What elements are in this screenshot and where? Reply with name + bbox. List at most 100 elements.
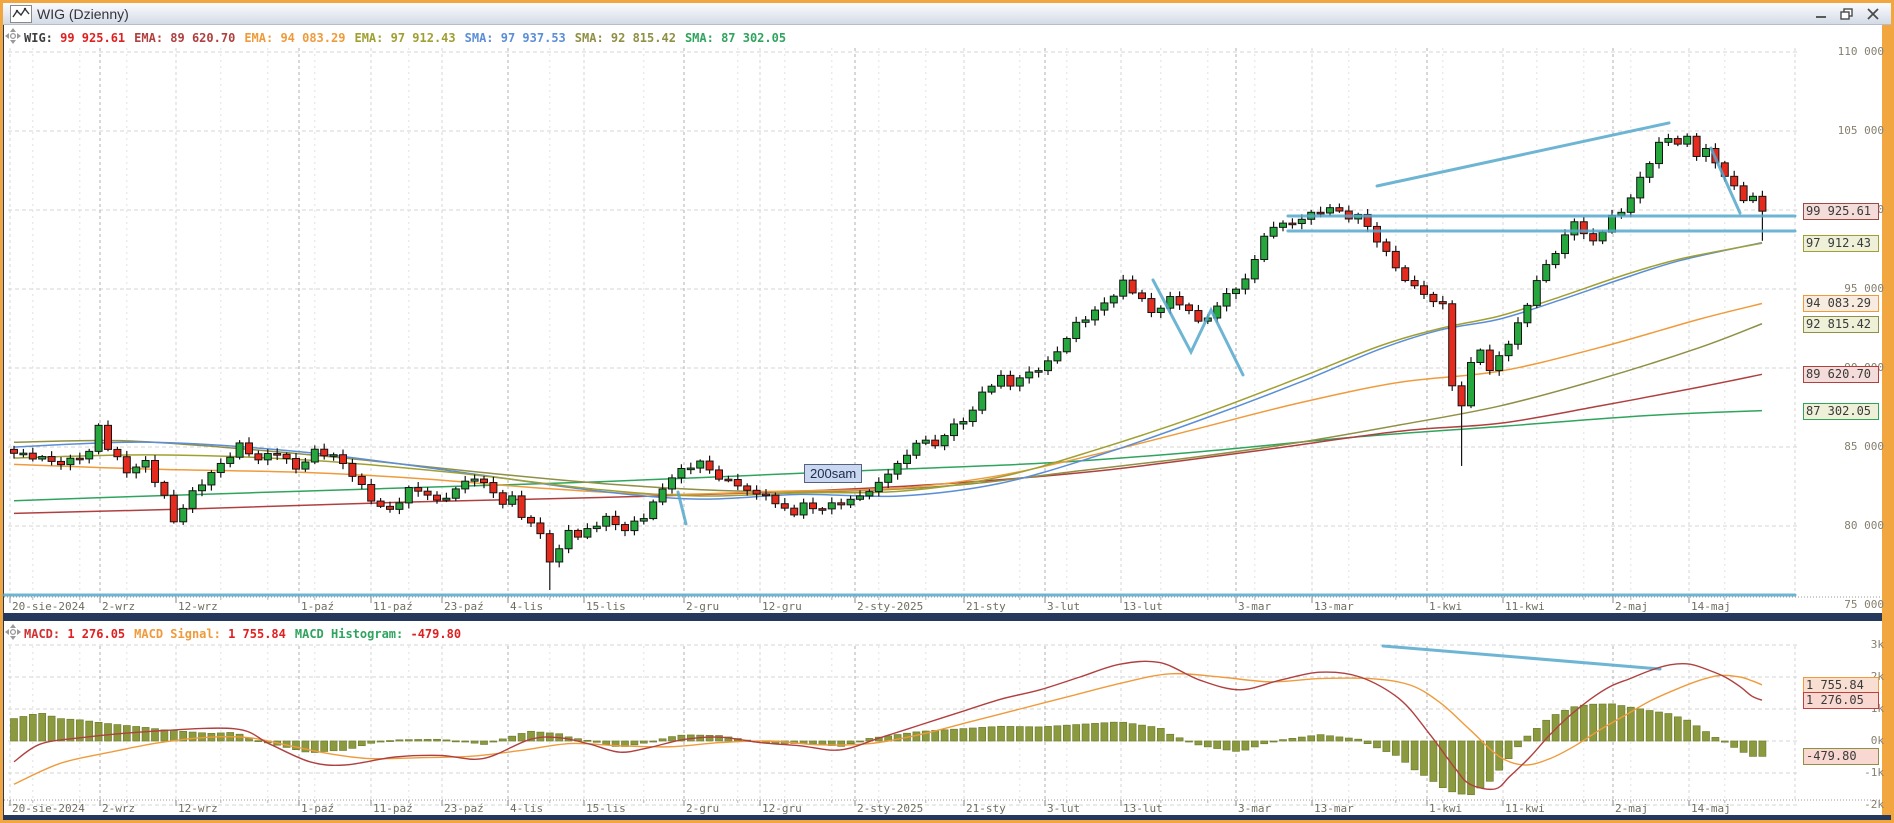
date-axis-label: 21-sty xyxy=(966,802,1006,815)
date-axis-label: 1-paź xyxy=(301,600,335,613)
price-legend-item: WIG: 99 925.61 xyxy=(24,31,126,45)
date-axis-label: 13-mar xyxy=(1314,802,1354,815)
date-axis-label: 23-paź xyxy=(444,802,484,815)
price-legend-item: SMA: 92 815.42 xyxy=(574,31,676,45)
price-legend-item: EMA: 97 912.43 xyxy=(354,31,456,45)
macd-signal-line xyxy=(13,672,1763,785)
macd-legend-item: MACD: 1 276.05 xyxy=(24,627,126,641)
price-value-label: 94 083.29 xyxy=(1803,295,1879,313)
macd-axis-label: -2k xyxy=(1864,798,1884,811)
price-value-label: 99 925.61 xyxy=(1803,203,1879,221)
date-axis-label: 2-gru xyxy=(686,600,720,613)
date-axis-label: 2-maj xyxy=(1615,802,1649,815)
date-axis-label: 2-wrz xyxy=(102,600,136,613)
date-axis-label: 11-paź xyxy=(373,600,413,613)
date-axis-label: 13-lut xyxy=(1123,600,1163,613)
date-axis-label: 12-gru xyxy=(762,600,802,613)
macd-indicator-legend: MACD: 1 276.05 MACD Signal: 1 755.84 MACD … xyxy=(24,627,461,641)
price-pane-handle-icon[interactable] xyxy=(5,28,21,46)
price-gridlines xyxy=(4,48,1880,598)
drawn-trendlines[interactable] xyxy=(2,121,1797,671)
axis-ticks xyxy=(9,597,1726,806)
date-axis-label: 1-kwi xyxy=(1429,802,1463,815)
price-axis-label: 80 000 xyxy=(1844,519,1884,532)
price-value-label: 92 815.42 xyxy=(1803,315,1879,333)
chart-window-icon xyxy=(10,5,32,23)
price-legend-item: EMA: 89 620.70 xyxy=(134,31,236,45)
price-legend-item: EMA: 94 083.29 xyxy=(244,31,346,45)
macd-pane-handle-icon[interactable] xyxy=(5,624,21,642)
macd-axis-label: 0k xyxy=(1870,734,1884,747)
date-axis-label: 15-lis xyxy=(586,600,626,613)
price-value-label: 87 302.05 xyxy=(1803,402,1879,420)
price-axis-label: 85 000 xyxy=(1844,440,1884,453)
date-axis-label: 2-wrz xyxy=(102,802,136,815)
date-axis-label: 12-wrz xyxy=(178,600,218,613)
macd-value-label: 1 276.05 xyxy=(1803,692,1879,710)
date-axis-label: 3-mar xyxy=(1238,600,1272,613)
price-axis-label: 110 000 xyxy=(1837,45,1884,58)
macd-value-label: -479.80 xyxy=(1803,748,1879,766)
price-value-label: 97 912.43 xyxy=(1803,234,1879,252)
date-axis-label: 23-paź xyxy=(444,600,484,613)
price-legend-item: SMA: 87 302.05 xyxy=(684,31,787,45)
short-decline-trendline xyxy=(1709,146,1742,215)
price-axis-label: 105 000 xyxy=(1837,124,1884,137)
window-title: WIG (Dzienny) xyxy=(37,6,129,22)
date-axis-label: 11-kwi xyxy=(1505,802,1545,815)
candlestick-series[interactable] xyxy=(10,133,1767,590)
date-axis-label: 3-lut xyxy=(1047,600,1081,613)
date-axis-label: 4-lis xyxy=(510,600,544,613)
price-legend-item: SMA: 97 937.53 xyxy=(464,31,566,45)
macd-histogram xyxy=(10,703,1767,796)
date-axis-label: 12-wrz xyxy=(178,802,218,815)
date-axis-label: 13-mar xyxy=(1314,600,1354,613)
minimize-button[interactable] xyxy=(1813,7,1829,21)
date-axis-label: 14-maj xyxy=(1691,802,1731,815)
december-mark xyxy=(676,490,688,526)
date-axis-label: 3-mar xyxy=(1238,802,1272,815)
date-axis-label: 11-paź xyxy=(373,802,413,815)
date-axis-label: 12-gru xyxy=(762,802,802,815)
ma-line xyxy=(13,302,1763,496)
date-axis-label: 2-gru xyxy=(686,802,720,815)
macd-axis-label: 3k xyxy=(1870,638,1884,651)
close-button[interactable] xyxy=(1865,7,1881,21)
price-indicator-legend: WIG: 99 925.61 EMA: 89 620.70 EMA: 94 083.… xyxy=(24,31,786,45)
date-axis-label: 15-lis xyxy=(586,802,626,815)
macd-divergence-trendline[interactable] xyxy=(1381,644,1662,671)
macd-legend-item: MACD Histogram: -479.80 xyxy=(294,627,462,641)
date-axis-label: 3-lut xyxy=(1047,802,1081,815)
restore-button[interactable] xyxy=(1839,7,1855,21)
date-axis-label: 2-sty-2025 xyxy=(857,802,924,815)
date-axis-label: 2-sty-2025 xyxy=(857,600,924,613)
price-axis-label: 95 000 xyxy=(1844,282,1884,295)
macd-gridlines xyxy=(4,644,1880,806)
date-axis-label: 21-sty xyxy=(966,600,1006,613)
price-chart-pane[interactable] xyxy=(4,25,1882,613)
title-bar[interactable]: WIG (Dzienny) xyxy=(3,3,1891,25)
date-axis-label: 1-kwi xyxy=(1429,600,1463,613)
sma200-tooltip: 200sam xyxy=(804,464,863,483)
february-zigzag xyxy=(1151,278,1245,377)
date-axis-label: 2-maj xyxy=(1615,600,1649,613)
macd-lines xyxy=(13,660,1763,791)
right-frame-strip xyxy=(1882,25,1891,815)
channel-top-trendline xyxy=(1375,121,1671,188)
macd-line xyxy=(13,660,1763,791)
macd-axis-label: -1k xyxy=(1864,766,1884,779)
date-axis-label: 20-sie-2024 xyxy=(12,802,85,815)
price-value-label: 89 620.70 xyxy=(1803,365,1879,383)
ma-line xyxy=(13,323,1763,493)
date-axis-label: 11-kwi xyxy=(1505,600,1545,613)
price-axis-label: 75 000 xyxy=(1844,598,1884,611)
date-axis-label: 1-paź xyxy=(301,802,335,815)
date-axis-label: 20-sie-2024 xyxy=(12,600,85,613)
date-axis-label: 4-lis xyxy=(510,802,544,815)
date-axis-label: 13-lut xyxy=(1123,802,1163,815)
macd-legend-item: MACD Signal: 1 755.84 xyxy=(134,627,286,641)
date-axis-label: 14-maj xyxy=(1691,600,1731,613)
